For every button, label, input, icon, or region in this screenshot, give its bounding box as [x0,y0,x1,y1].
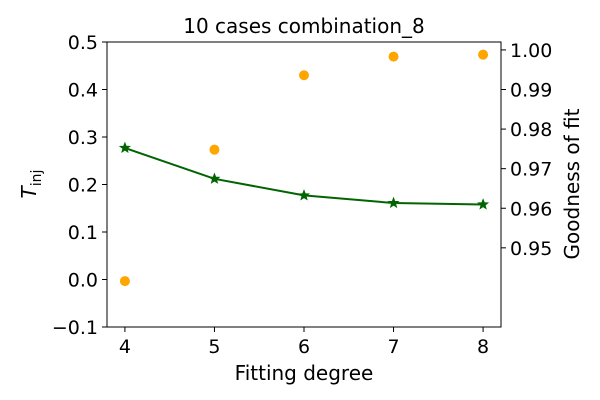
y-axis-left: −0.1 0.0 0.1 0.2 0.3 0.4 0.5 [52,32,107,339]
y-right-tick-label: 0.97 [510,159,552,181]
series-point-star [387,196,400,209]
series-point-dot [299,70,309,81]
y-axis-right: 0.95 0.96 0.97 0.98 0.99 1.00 [501,40,552,260]
y-right-tick-label: 0.96 [510,198,552,220]
y-left-tick-label: 0.3 [68,127,98,149]
series-point-star [118,141,131,154]
x-tick-label: 5 [208,336,220,358]
series-point-star [297,189,311,201]
x-tick-label: 4 [119,336,131,358]
x-tick-label: 8 [477,336,489,358]
x-tick-label: 7 [387,336,399,358]
series-point-dot [388,51,399,62]
series-point-dot [119,276,130,287]
y-right-tick-label: 1.00 [510,40,552,62]
y-right-tick-label: 0.95 [510,238,552,260]
plot-frame [106,41,502,328]
series-point-star [477,198,490,210]
y-left-tick-label: 0.4 [68,80,98,102]
series-point-dot [478,49,489,60]
y-axis-left-label: Tinj [17,170,45,199]
y-left-tick-label: 0.5 [68,32,98,54]
y-left-tick-label: 0.2 [68,175,98,197]
series-point-dot [209,144,220,155]
y-left-tick-label: 0.0 [68,270,98,292]
y-axis-right-label: Goodness of fit [560,108,584,259]
y-left-tick-label: −0.1 [52,317,98,339]
x-tick-label: 6 [298,336,310,358]
y-left-tick-label: 0.1 [68,222,98,244]
y-axis-left-label-base: T [17,184,41,198]
x-axis-label: Fitting degree [235,361,374,385]
y-right-tick-label: 0.99 [510,80,552,102]
y-right-tick-label: 0.98 [510,119,552,141]
y-axis-left-label-subscript: inj [29,170,45,187]
series-point-star [208,172,221,184]
series-layer [118,49,490,287]
x-axis: 4 5 6 7 8 [119,327,489,358]
chart-title: 10 cases combination_8 [183,14,425,38]
